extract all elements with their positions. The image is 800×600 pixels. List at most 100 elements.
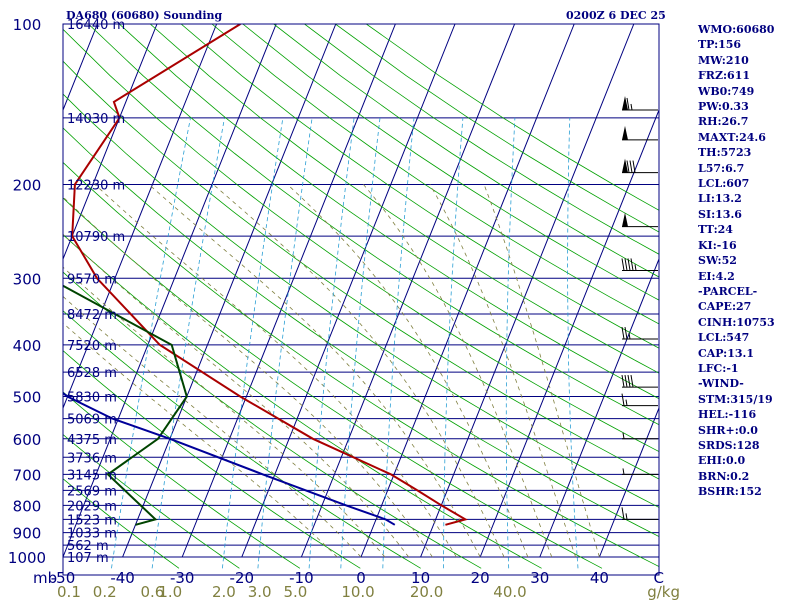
- barb-pennant: [622, 96, 628, 111]
- moist-adiabat: [483, 184, 600, 558]
- pressure-tick-label: 500: [13, 389, 42, 407]
- height-label: 8472 m: [67, 308, 117, 323]
- mixing-ratio-line: [340, 117, 381, 569]
- temperature-tick-label: -20: [230, 569, 255, 587]
- temperature-tick-label: 10: [411, 569, 430, 587]
- dewpoint-trace: [63, 284, 188, 526]
- barb-flag: [621, 507, 625, 520]
- mixing-ratio-line: [443, 117, 464, 569]
- moist-adiabat: [63, 266, 386, 558]
- mixing-ratio-label: 3.0: [248, 583, 272, 600]
- plot-frame: [62, 23, 660, 576]
- barb-half-flag: [634, 264, 637, 271]
- height-label: 7520 m: [67, 339, 117, 354]
- valid-time: 0200Z 6 DEC 25: [566, 9, 666, 22]
- temperature-unit-label: C: [654, 569, 664, 587]
- barb-pennant: [622, 125, 628, 140]
- barb-half-flag: [622, 432, 625, 439]
- wind-barb: [622, 432, 658, 440]
- wind-barb: [622, 468, 658, 475]
- stat-item: -WIND-: [698, 377, 744, 391]
- height-label: 107 m: [67, 551, 109, 566]
- barb-flag: [630, 375, 634, 388]
- height-label: 9570 m: [67, 272, 117, 287]
- temperature-tick-label: 0: [356, 569, 366, 587]
- barb-flag: [621, 326, 625, 340]
- stat-item: TT:24: [698, 223, 733, 237]
- mixing-ratio-label: 10.0: [341, 583, 374, 600]
- dry-adiabat: [180, 24, 659, 349]
- dry-adiabat: [63, 127, 659, 538]
- isotherm-line: [122, 24, 337, 558]
- temperature-tick-label: 20: [471, 569, 490, 587]
- dry-adiabat: [304, 24, 659, 255]
- stat-item: MW:210: [698, 53, 749, 67]
- height-label: 562 m: [67, 539, 109, 554]
- moist-adiabat: [429, 184, 576, 558]
- dry-adiabat: [63, 60, 659, 480]
- mixing-ratio-label: 0.1: [57, 583, 81, 600]
- stat-item: TH:5723: [698, 146, 752, 160]
- wind-barbs: [621, 96, 658, 520]
- pressure-tick-label: 900: [13, 525, 42, 543]
- wind-barb: [622, 212, 658, 228]
- dry-adiabat: [63, 478, 180, 569]
- mixing-ratio-label: 5.0: [284, 583, 308, 600]
- mixing-ratio-line: [567, 117, 579, 569]
- stat-item: SW:52: [698, 254, 737, 268]
- barb-pennant: [622, 212, 628, 227]
- dry-adiabat: [63, 234, 542, 569]
- stat-item: CINH:10753: [698, 315, 775, 329]
- pressure-tick-label: 800: [13, 497, 42, 515]
- stat-item: BRN:0.2: [698, 469, 750, 483]
- barb-flag: [627, 258, 631, 271]
- dry-adiabat: [63, 93, 659, 508]
- barb-flag: [624, 375, 628, 388]
- sounding-traces: [63, 24, 468, 526]
- barb-half-flag: [622, 468, 625, 475]
- temperature-tick-label: -30: [170, 569, 195, 587]
- isotherm-line: [300, 24, 516, 558]
- moist-adiabat: [287, 184, 529, 558]
- dry-adiabat: [63, 28, 659, 453]
- pressure-tick-label: 700: [13, 466, 42, 484]
- temperature-tick-label: -40: [110, 569, 135, 587]
- wind-barb: [621, 258, 658, 271]
- stat-item: L57:6.7: [698, 161, 745, 175]
- temperature-tick-label: -50: [51, 569, 76, 587]
- mixing-ratio-unit-label: g/kg: [647, 583, 680, 600]
- mixing-ratio-line: [222, 117, 284, 569]
- height-label: 5830 m: [67, 391, 117, 406]
- stat-item: SI:13.6: [698, 207, 742, 221]
- stat-item: LI:13.2: [698, 192, 742, 206]
- dry-adiabat: [273, 24, 659, 278]
- mixing-ratio-label: 40.0: [493, 583, 526, 600]
- height-label: 6528 m: [67, 366, 117, 381]
- dry-adiabat: [63, 271, 482, 569]
- mixing-ratio-line: [111, 117, 191, 569]
- station-title: DA680 (60680) Sounding: [66, 9, 223, 22]
- stat-item: -PARCEL-: [698, 284, 758, 298]
- wind-barb: [621, 375, 658, 388]
- pressure-tick-label: 300: [13, 270, 42, 288]
- wind-barb: [621, 326, 658, 340]
- dry-adiabat: [88, 24, 659, 426]
- barb-flag: [626, 97, 630, 111]
- barb-pennant: [622, 158, 628, 173]
- mixing-ratio-line: [257, 117, 313, 569]
- stat-item: CAPE:27: [698, 300, 752, 314]
- pressure-tick-label: 200: [13, 176, 42, 194]
- stat-item: LFC:-1: [698, 361, 739, 375]
- moist-adiabat: [94, 184, 457, 558]
- pressure-tick-label: 600: [13, 431, 42, 449]
- stat-item: CAP:13.1: [698, 346, 755, 360]
- temperature-trace: [71, 24, 468, 526]
- stat-item: KI:-16: [698, 238, 737, 252]
- dry-adiabat: [63, 434, 240, 569]
- pressure-tick-label: 400: [13, 337, 42, 355]
- dry-adiabat: [211, 24, 659, 325]
- barb-flag: [626, 160, 630, 173]
- wind-barb: [621, 507, 658, 520]
